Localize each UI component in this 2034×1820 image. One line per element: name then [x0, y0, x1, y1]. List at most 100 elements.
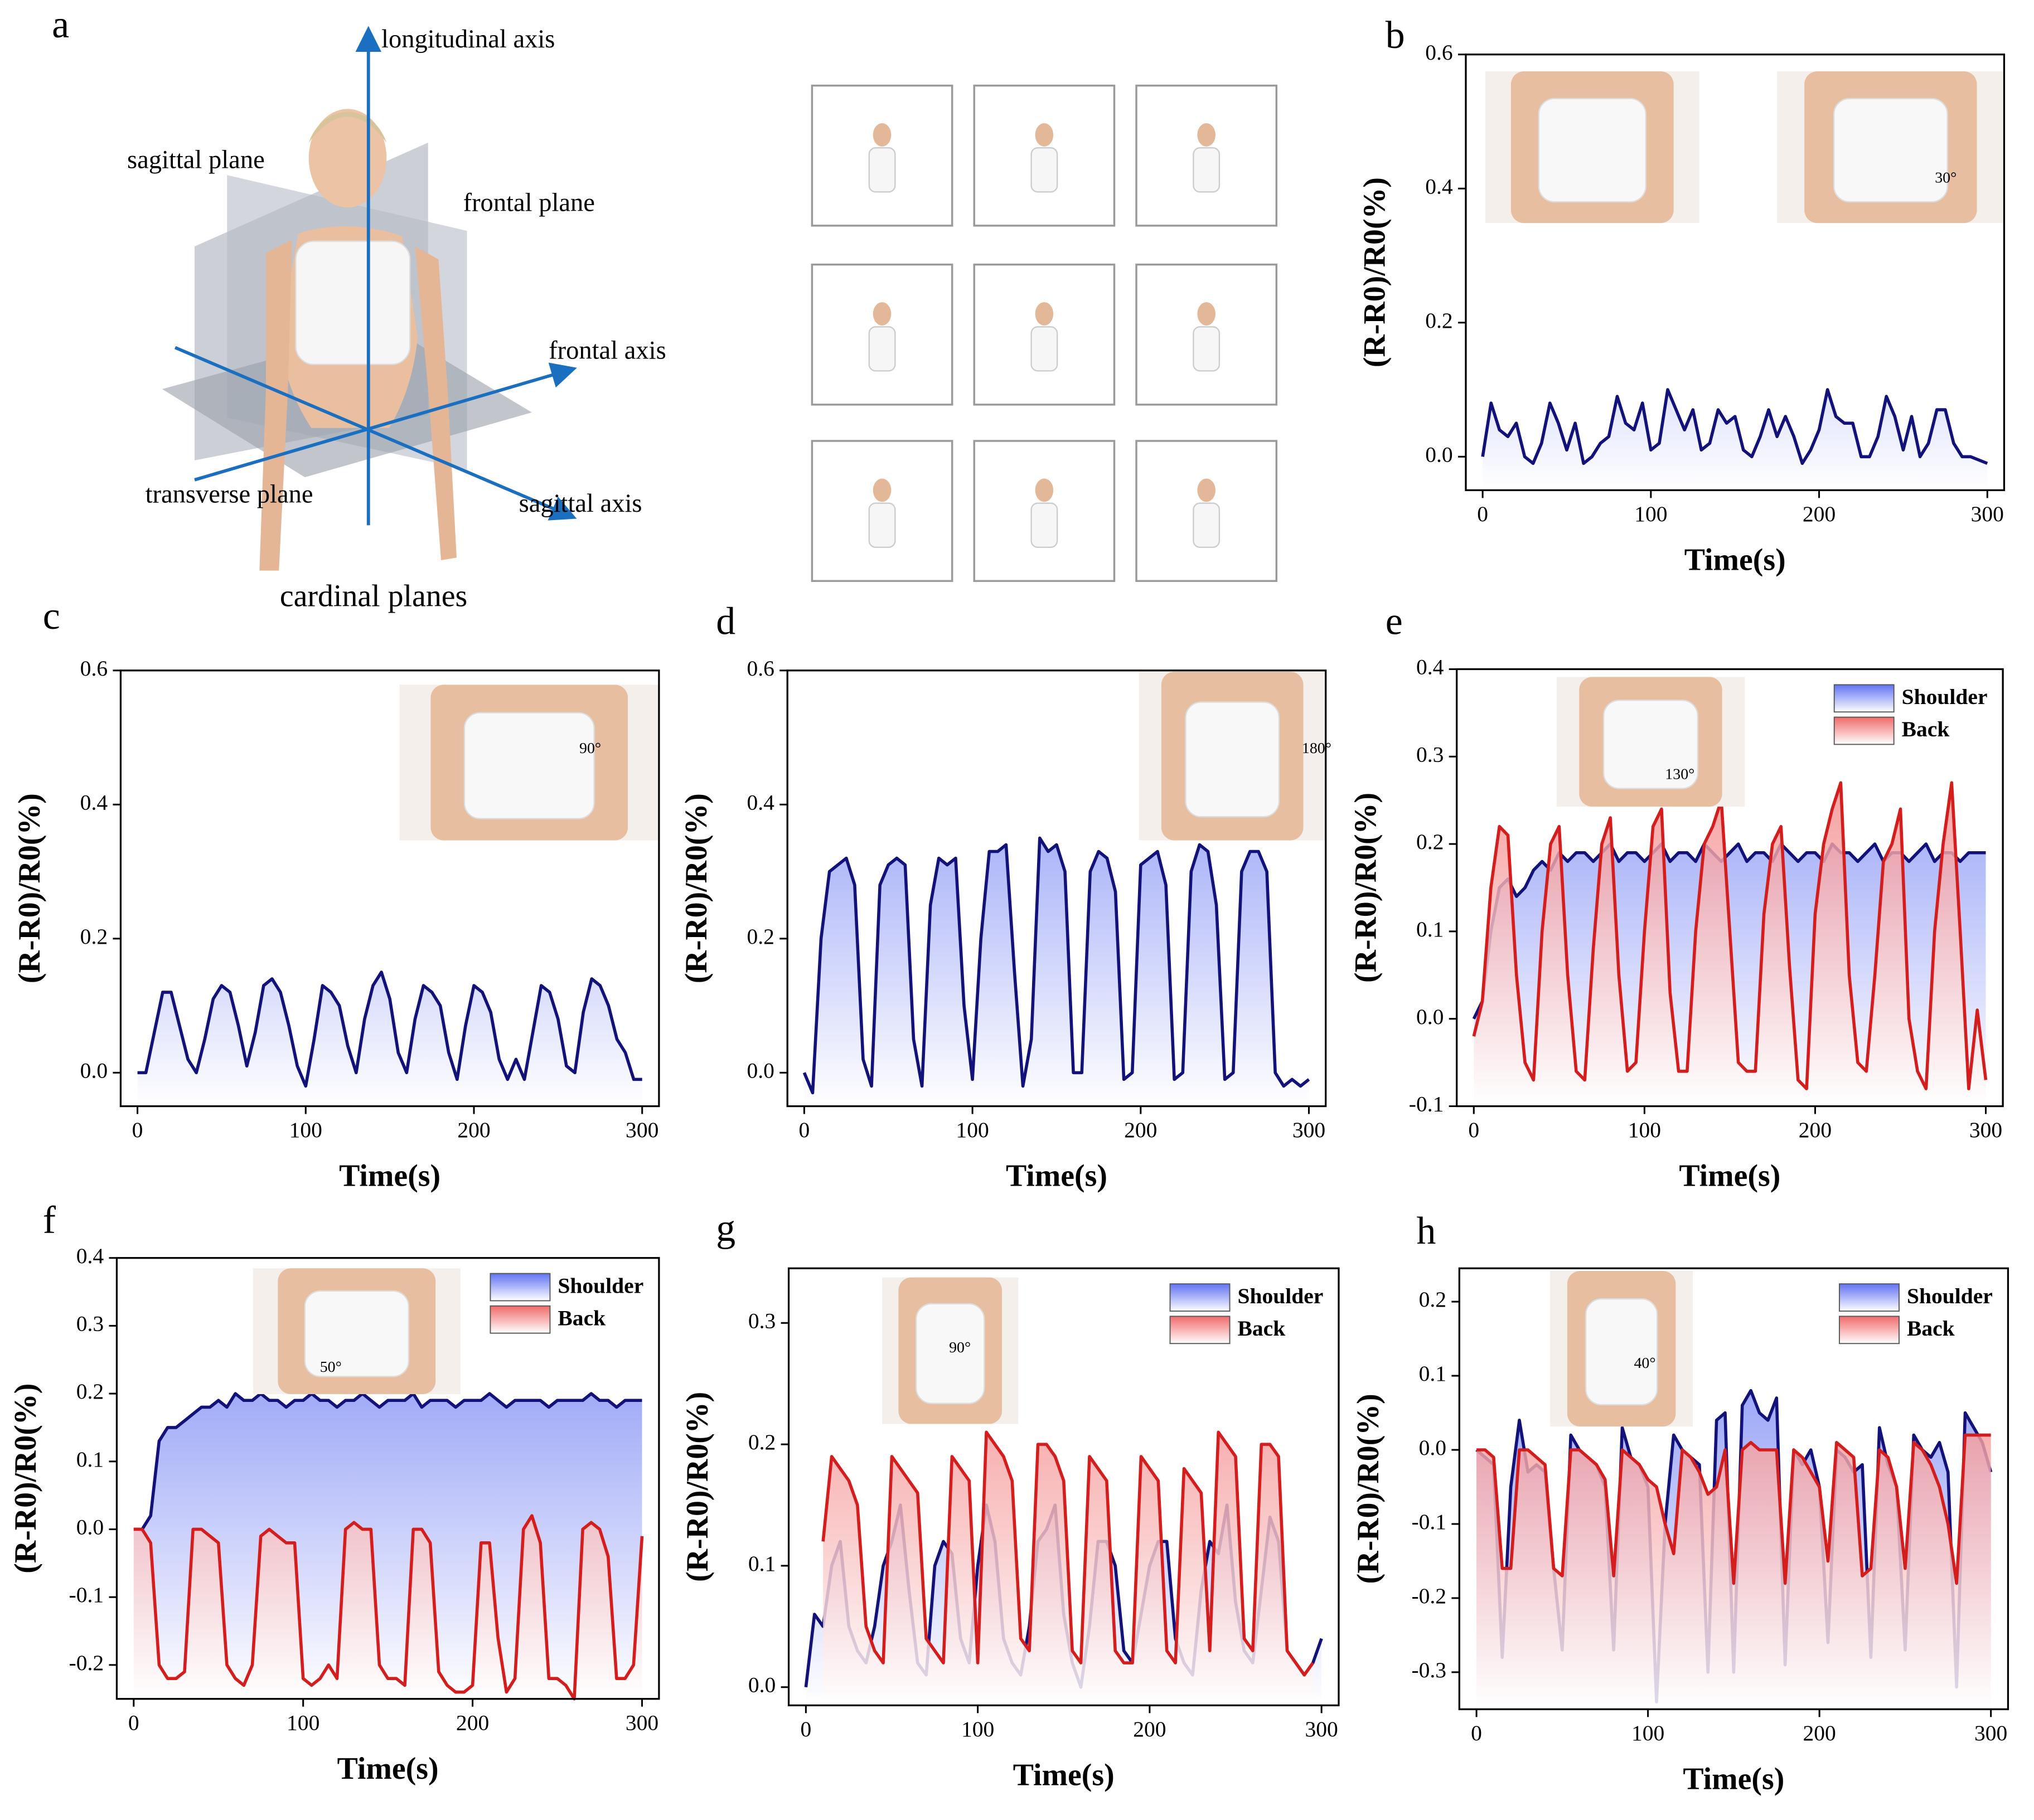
chart: 50° 0 100 200 300 -0.2 -0.1 0.0 0.1 0.2 0.3 0.4 Time…: [8, 1199, 660, 1786]
y-tick-label: 0.1: [1419, 1361, 1446, 1386]
x-tick-label: 300: [1292, 1118, 1325, 1142]
x-tick-label: 200: [1799, 1118, 1832, 1142]
y-tick-label: 0.2: [80, 924, 108, 949]
plot-frame: [1458, 1267, 2009, 1710]
series-line: [137, 970, 642, 1088]
x-tick-label: 0: [1477, 502, 1488, 526]
top: [295, 240, 411, 365]
x-axis-title: Time(s): [1006, 1159, 1107, 1193]
x-tick-label: 300: [1974, 1721, 2007, 1745]
x-tick-label: 0: [1468, 1118, 1479, 1142]
panel-label: h: [1417, 1210, 1436, 1253]
pose-grid: [811, 84, 1278, 583]
plot-frame: [1465, 54, 2006, 492]
pose-head: [1197, 478, 1215, 502]
x-tick-label: 200: [457, 1118, 490, 1142]
y-tick-label: -0.3: [1411, 1658, 1446, 1682]
inset-top: [304, 1290, 410, 1377]
y-tick-label: 0.1: [76, 1447, 104, 1472]
x-axis-title: Time(s): [1683, 1761, 1784, 1796]
panel-label: b: [1386, 14, 1405, 57]
x-axis-title: Time(s): [1013, 1758, 1115, 1792]
pose-head: [1197, 302, 1215, 326]
x-tick-label: 300: [1971, 502, 2004, 526]
angle-annotation: 40°: [1634, 1355, 1655, 1372]
legend-label: Back: [1902, 717, 1950, 741]
legend-swatch: [1833, 716, 1895, 745]
y-tick-label: 0.4: [76, 1244, 104, 1268]
y-axis-title: (R-R0)/R0(%): [8, 1384, 43, 1574]
x-tick-label: 100: [1634, 502, 1667, 526]
legend-label: Shoulder: [1902, 685, 1988, 709]
x-tick-label: 300: [626, 1118, 658, 1142]
y-tick-label: 0.4: [1425, 174, 1453, 198]
y-tick-label: 0.1: [1416, 917, 1444, 941]
x-tick-label: 0: [128, 1710, 139, 1735]
y-tick-label: 0.4: [747, 790, 775, 814]
inset-top: [1185, 701, 1280, 818]
area-fill: [133, 1516, 642, 1699]
y-tick-label: 0.0: [80, 1058, 108, 1083]
legend-swatch: [1833, 684, 1895, 713]
y-tick-label: 0.0: [1419, 1435, 1446, 1460]
y-tick-label: 0.3: [1416, 742, 1444, 766]
y-tick-label: 0.0: [76, 1515, 104, 1540]
pose-head: [873, 478, 892, 502]
arms: [259, 240, 457, 571]
inset-top: [1538, 98, 1646, 203]
series-line: [802, 836, 1310, 1095]
y-axis-title: (R-R0)/R0(%): [1351, 1394, 1386, 1584]
y-tick-label: 0.2: [748, 1430, 776, 1454]
y-axis-title: (R-R0)/R0(%): [1358, 177, 1392, 367]
y-axis-title: (R-R0)/R0(%): [679, 793, 714, 983]
pose-body: [1030, 326, 1058, 372]
x-tick-label: 200: [456, 1710, 489, 1735]
x-tick-label: 200: [1133, 1717, 1166, 1741]
inset-top: [915, 1303, 985, 1404]
series-line: [1481, 388, 1988, 465]
pose-body: [868, 502, 896, 548]
inset-top: [1602, 700, 1698, 789]
series-line: [821, 1430, 1315, 1677]
y-tick-label: 0.3: [76, 1311, 104, 1336]
x-tick-label: 100: [289, 1118, 322, 1142]
x-tick-label: 100: [1631, 1721, 1664, 1745]
y-tick-label: 0.4: [80, 790, 108, 814]
legend-swatch: [490, 1273, 551, 1302]
series-line: [1472, 781, 1988, 1090]
y-tick-label: -0.2: [1411, 1584, 1446, 1608]
panel-label: a: [52, 3, 69, 46]
chart: 30° 0 100 200 300 0.0 0.2 0.4 0.6 Time(s) (R-R0)/R…: [1358, 14, 2006, 577]
x-axis-title: Time(s): [1679, 1159, 1780, 1193]
x-tick-label: 200: [1803, 1721, 1836, 1745]
chart: 90° 0 100 200 300 0.0 0.1 0.2 0.3 Time(s) (R-R0)/R…: [680, 1207, 1340, 1792]
angle-annotation: 30°: [1935, 169, 1956, 186]
panel-label: f: [43, 1199, 56, 1242]
y-tick-label: 0.2: [747, 924, 774, 949]
chart: 130° 0 100 200 300 -0.1 0.0 0.1 0.2 0.3 0.4 Time(s)…: [1348, 600, 2004, 1193]
pose-head: [1035, 123, 1054, 147]
x-tick-label: 300: [1969, 1118, 2002, 1142]
axis-label: frontal axis: [549, 336, 666, 365]
legend-swatch: [1169, 1283, 1231, 1312]
x-tick-label: 0: [800, 1717, 811, 1741]
legend-swatch: [1839, 1283, 1900, 1312]
panel-label: g: [716, 1207, 735, 1250]
plot-frame: [787, 1267, 1340, 1706]
y-tick-label: 0.0: [747, 1058, 774, 1083]
area-fill: [137, 972, 642, 1106]
plot-frame: [786, 669, 1327, 1108]
pose-frame: [1135, 440, 1278, 583]
y-tick-label: 0.4: [1416, 655, 1444, 680]
series-line: [133, 1514, 644, 1701]
panel-label: d: [716, 600, 735, 643]
pose-head: [873, 123, 892, 147]
series-line: [133, 1392, 642, 1531]
plot-frame: [115, 1257, 660, 1700]
plane-label: sagittal plane: [127, 145, 265, 174]
y-tick-label: 0.0: [1425, 442, 1452, 467]
angle-annotation: 90°: [949, 1339, 971, 1356]
legend-label: Shoulder: [558, 1273, 643, 1298]
angle-annotation: 180°: [1302, 740, 1331, 757]
